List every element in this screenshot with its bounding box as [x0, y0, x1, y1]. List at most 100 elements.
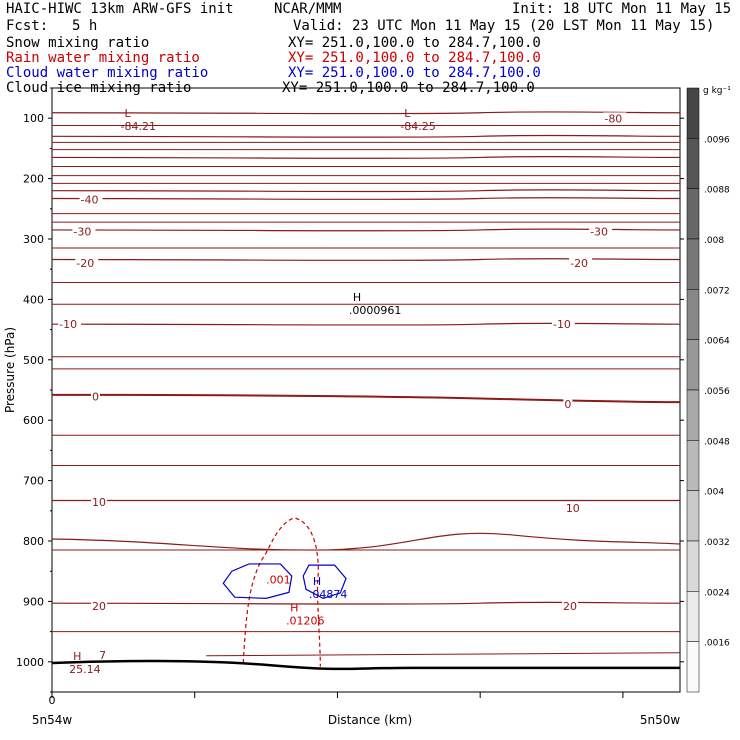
contour-label-5: -20 — [570, 257, 588, 270]
x-tick-label-0: 0 — [49, 694, 56, 707]
colorbar: .0096 .0088 .008 .0072 .0064 .0056 .0048 .004 .0… — [686, 86, 731, 693]
contour-label-2: -30 — [73, 225, 91, 238]
field-cloudwater-name: Cloud water mixing ratio — [6, 65, 209, 81]
y-tick-label-500: 500 — [23, 354, 44, 367]
colorbar-label-9: .0024 — [704, 588, 730, 598]
extremum-value-2: .0000961 — [349, 304, 402, 317]
colorbar-label-6: .0048 — [704, 437, 730, 447]
isotherm--50 — [51, 189, 681, 193]
colorbar-cell-5 — [686, 339, 700, 391]
colorbar-label-2: .008 — [704, 236, 724, 246]
colorbar-cell-0 — [686, 87, 700, 139]
y-tick-label-800: 800 — [23, 535, 44, 548]
contour-label-8: 0 — [92, 390, 99, 403]
contour-label-9: 0 — [564, 398, 571, 411]
contour-label-bg-5 — [569, 256, 593, 269]
contour-label-bg-11 — [564, 502, 581, 515]
colorbar-label-1: .0088 — [704, 186, 730, 196]
field-snow-xy: XY= 251.0,100.0 to 284.7,100.0 — [288, 35, 541, 51]
org-label: NCAR/MMM — [274, 1, 342, 17]
isotherm-wave-800 — [51, 532, 681, 551]
isotherm-0 — [51, 393, 681, 404]
y-tick-label-600: 600 — [23, 414, 44, 427]
colorbar-cell-3 — [686, 238, 700, 290]
colorbar-label-0: .0096 — [704, 135, 730, 145]
contour-label-bg-10 — [90, 495, 107, 508]
isotherm--40 — [51, 197, 681, 201]
colorbar-cell-1 — [686, 138, 700, 189]
isotherm--70 — [51, 134, 681, 138]
contour-label-3: -30 — [590, 225, 608, 238]
isotherm--10 — [51, 322, 681, 326]
y-tick-label-700: 700 — [23, 475, 44, 488]
plot-frame — [51, 87, 681, 693]
contour-label-7: -10 — [553, 318, 571, 331]
extremum-value-4: .01206 — [286, 614, 325, 627]
field-cloudwater-xy: XY= 251.0,100.0 to 284.7,100.0 — [288, 65, 541, 81]
extremum-letter-4: H — [290, 601, 298, 614]
contour-label-11: 10 — [566, 502, 580, 515]
extremum-letter-5: H — [73, 650, 81, 663]
extremum-letter-1: L — [404, 107, 411, 120]
contour-label-bg-9 — [563, 398, 573, 411]
y-tick-label-100: 100 — [23, 112, 44, 125]
chart-title: HAIC-HIWC 13km ARW-GFS init — [6, 1, 234, 17]
colorbar-label-10: .0016 — [704, 639, 730, 649]
y-tick-label-200: 200 — [23, 173, 44, 186]
contour-value-1: 7 — [99, 649, 106, 662]
moisture-contours — [222, 517, 347, 667]
x-endpoint-right: 5n50w — [640, 713, 681, 727]
colorbar-label-4: .0064 — [704, 337, 730, 347]
terrain-surface — [51, 659, 680, 671]
valid-time: Valid: 23 UTC Mon 11 May 15 (20 LST Mon … — [293, 18, 715, 34]
contour-label-bg-7 — [551, 317, 575, 330]
terrain-line — [51, 652, 681, 671]
y-tick-label-1000: 1000 — [16, 656, 44, 669]
colorbar-label-3: .0072 — [704, 286, 730, 296]
contour-label-10: 10 — [92, 496, 106, 509]
extremum-value-0: -84.21 — [121, 120, 156, 133]
contour-label-4: -20 — [76, 257, 94, 270]
isotherm-lines — [51, 111, 681, 633]
isotherm--20 — [51, 258, 681, 262]
contour-label-0: -80 — [604, 112, 622, 125]
colorbar-cell-11 — [686, 641, 700, 693]
colorbar-cell-4 — [686, 289, 700, 340]
colorbar-cell-2 — [686, 188, 700, 240]
isotherm-20 — [51, 601, 681, 605]
y-axis-label: Pressure (hPa) — [3, 327, 17, 413]
field-rain-name: Rain water mixing ratio — [6, 50, 200, 66]
plot-border — [51, 87, 681, 693]
y-tick-label-300: 300 — [23, 233, 44, 246]
colorbar-label-8: .0032 — [704, 538, 730, 548]
cloud-water-contour-left — [222, 563, 293, 599]
field-snow-name: Snow mixing ratio — [6, 35, 150, 51]
isotherm--80 — [51, 111, 681, 115]
extremum-letter-3: H — [313, 575, 321, 588]
init-time: Init: 18 UTC Mon 11 May 15 — [512, 1, 732, 17]
near-surface-isotherm — [206, 652, 681, 657]
contour-label-bg-1 — [79, 193, 103, 206]
x-endpoint-left: 5n54w — [32, 713, 73, 727]
extremum-letter-0: L — [125, 107, 132, 120]
colorbar-cell-8 — [686, 490, 700, 542]
y-tick-label-400: 400 — [23, 293, 44, 306]
colorbar-cell-10 — [686, 591, 700, 642]
extremum-value-3: .04874 — [309, 588, 348, 601]
extremum-value-1: -84.25 — [400, 120, 435, 133]
contour-label-bg-4 — [75, 256, 99, 269]
isotherm--60 — [51, 155, 681, 159]
colorbar-cell-9 — [686, 540, 700, 592]
contour-label-bg-8 — [90, 390, 100, 403]
contour-label-bg-3 — [589, 225, 613, 238]
colorbar-label-7: .004 — [704, 488, 724, 498]
y-tick-label-900: 900 — [23, 595, 44, 608]
x-axis-label: Distance (km) — [328, 713, 412, 727]
fcst-label: Fcst: — [6, 18, 49, 34]
contour-label-bg-2 — [72, 225, 96, 238]
colorbar-cell-7 — [686, 440, 700, 491]
field-rain-xy: XY= 251.0,100.0 to 284.7,100.0 — [288, 50, 541, 66]
